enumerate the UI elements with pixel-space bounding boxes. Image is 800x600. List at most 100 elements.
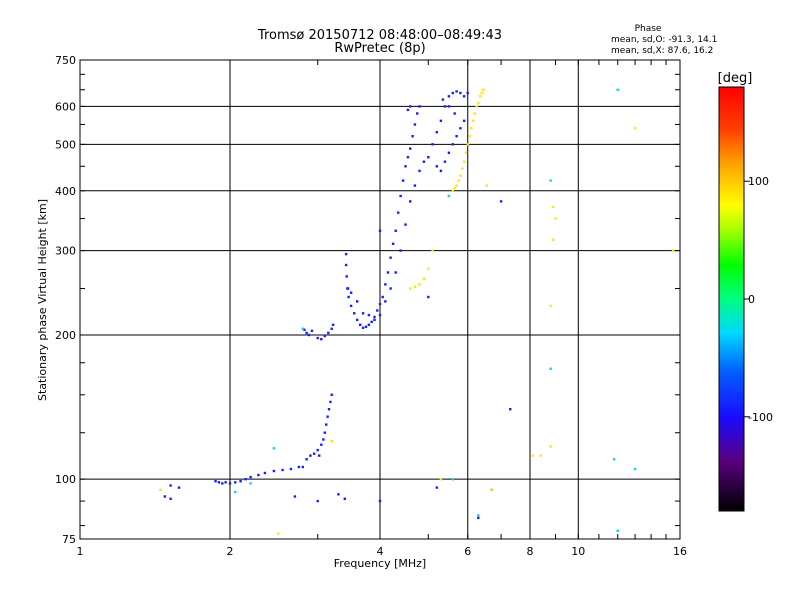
y-axis-label: Stationary phase Virtual Height [km]: [36, 199, 49, 401]
data-point-o: [418, 105, 421, 108]
axis-ticks: 1 2 4 6 8 10 16 75 100 200 300 400 500 600 750: [55, 54, 687, 558]
data-point-o: [356, 300, 359, 303]
x-tick-label: 16: [673, 545, 687, 558]
data-point-o: [281, 468, 284, 472]
data-point-o: [447, 105, 451, 108]
data-point-o: [344, 263, 348, 267]
data-point-x: [462, 160, 466, 163]
data-point-o: [389, 256, 392, 259]
data-point-o: [316, 499, 319, 503]
data-point-o: [367, 323, 371, 326]
data-point-o: [301, 465, 304, 469]
data-point-x: [551, 205, 555, 209]
data-point-o: [367, 313, 371, 317]
data-point-o: [323, 431, 326, 434]
y-tick-label: 300: [55, 245, 76, 258]
data-point-o: [462, 95, 466, 98]
x-tick-label: 6: [464, 545, 471, 558]
y-tick-label: 400: [55, 185, 76, 198]
data-point-x: [413, 285, 417, 289]
data-point-x: [473, 112, 476, 115]
data-point-o: [214, 480, 217, 483]
data-point-o: [378, 499, 382, 503]
data-point-o: [411, 135, 414, 138]
data-point-o: [499, 200, 503, 203]
data-point-o: [257, 473, 260, 477]
data-point-o: [361, 326, 365, 329]
data-point-o: [353, 312, 356, 315]
data-point-o: [249, 475, 252, 479]
data-point-o: [409, 105, 412, 108]
data-point-o: [443, 105, 447, 108]
data-point-o: [239, 480, 242, 483]
data-point-o: [318, 454, 321, 457]
data-point-o: [337, 493, 340, 496]
data-point-o: [349, 304, 353, 308]
data-point-x: [554, 217, 557, 220]
data-point-o: [447, 151, 451, 154]
data-point-o: [462, 119, 466, 122]
data-point-o: [345, 275, 348, 278]
data-point-o: [441, 98, 445, 101]
phase-stats-title: Phase: [635, 24, 662, 34]
data-point-o: [378, 313, 382, 317]
data-point-other: [549, 179, 552, 182]
phase-stats-o: mean, sd,O: -91.3, 14.1: [611, 35, 717, 45]
data-point-x: [478, 95, 482, 98]
data-point-o: [431, 143, 434, 146]
data-point-o: [376, 309, 379, 312]
data-point-o: [466, 91, 469, 95]
data-point-o: [389, 287, 392, 290]
data-point-x: [490, 488, 493, 491]
data-point-o: [451, 143, 454, 146]
data-point-x: [409, 287, 412, 290]
data-point-o: [244, 478, 247, 481]
data-point-o: [455, 90, 458, 93]
grid-lines: [80, 60, 680, 539]
data-point-other: [272, 447, 276, 450]
y-tick-label: 75: [62, 533, 76, 546]
data-point-x: [470, 127, 473, 130]
data-point-x: [549, 304, 552, 308]
data-point-x: [455, 184, 458, 187]
data-point-x: [477, 101, 480, 105]
data-point-x: [480, 91, 483, 95]
data-point-o: [330, 393, 333, 396]
data-point-x: [633, 127, 637, 130]
y-tick-label: 500: [55, 138, 76, 151]
data-point-x: [461, 167, 464, 170]
data-point-other: [616, 88, 619, 91]
x-tick-label: 10: [571, 545, 585, 558]
data-point-o: [320, 443, 323, 446]
data-point-o: [435, 165, 438, 168]
data-point-o: [330, 327, 333, 330]
data-point-x: [531, 454, 534, 457]
colorbar: [deg] 100 0 -100: [718, 71, 773, 512]
data-point-o: [293, 495, 297, 498]
data-point-x: [453, 187, 456, 190]
data-point-other: [633, 467, 637, 471]
data-point-o: [406, 108, 410, 112]
data-point-x: [431, 249, 434, 252]
data-point-o: [217, 481, 221, 484]
data-point-o: [427, 295, 430, 299]
data-point-x: [466, 143, 469, 146]
data-point-o: [316, 448, 319, 452]
data-point-o: [305, 331, 308, 335]
data-point-o: [394, 229, 397, 232]
data-point-o: [169, 497, 172, 500]
data-point-other: [451, 478, 454, 481]
x-axis-label: Frequency [MHz]: [334, 557, 426, 570]
data-point-other: [301, 327, 304, 330]
x-tick-label: 4: [377, 545, 384, 558]
data-point-o: [378, 302, 382, 306]
data-point-o: [359, 323, 362, 326]
data-point-o: [384, 283, 387, 286]
data-point-o: [373, 318, 376, 322]
data-point-o: [303, 328, 306, 331]
data-point-o: [401, 179, 405, 182]
data-point-o: [289, 467, 293, 471]
data-point-x: [459, 174, 462, 177]
data-point-x: [482, 88, 485, 91]
